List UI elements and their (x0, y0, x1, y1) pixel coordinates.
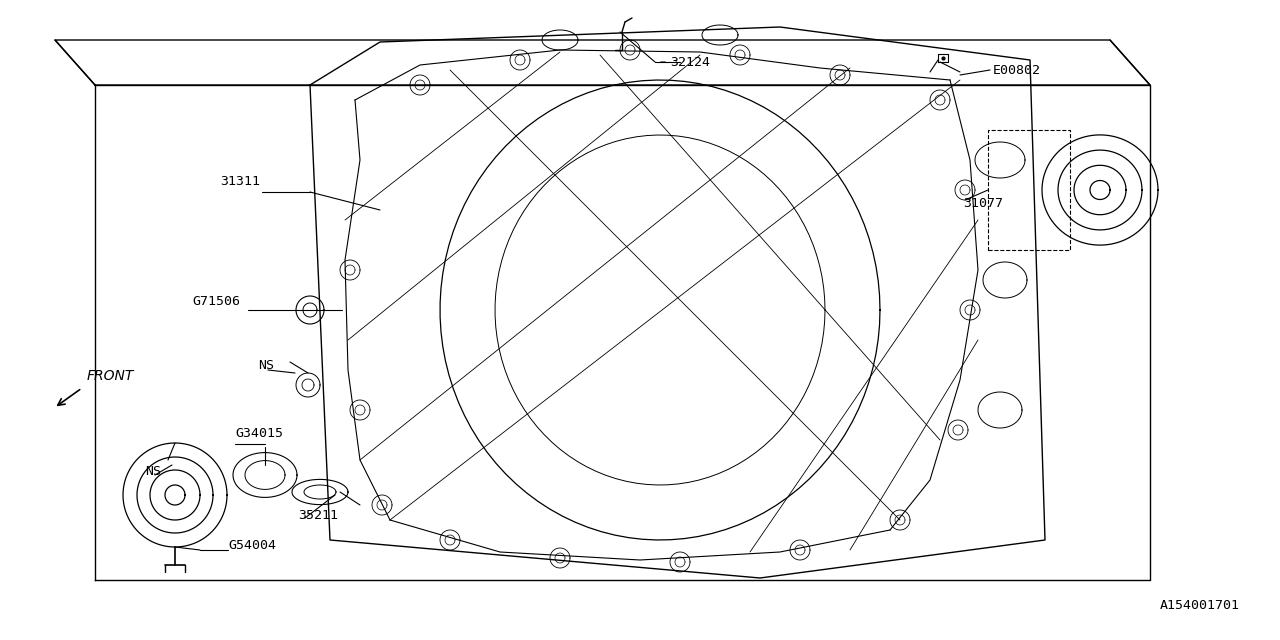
Text: G71506: G71506 (192, 295, 241, 308)
Text: G54004: G54004 (228, 539, 276, 552)
Text: E00802: E00802 (993, 63, 1041, 77)
Text: A154001701: A154001701 (1160, 599, 1240, 612)
Text: 32124: 32124 (669, 56, 710, 68)
Text: G34015: G34015 (236, 427, 283, 440)
Text: FRONT: FRONT (87, 369, 134, 383)
Text: 35211: 35211 (298, 509, 338, 522)
Text: 31311: 31311 (220, 175, 260, 188)
Text: NS: NS (145, 465, 161, 478)
Text: 31077: 31077 (963, 197, 1004, 210)
Text: NS: NS (259, 359, 274, 372)
